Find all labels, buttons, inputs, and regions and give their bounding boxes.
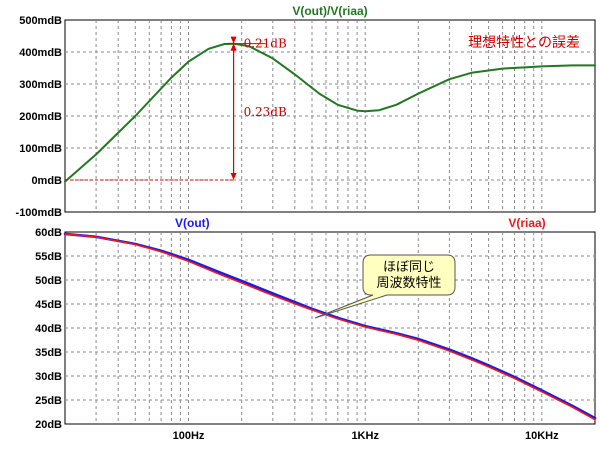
deviation-plot: 500mdB 400mdB 300mdB 200mdB 100mdB 0mdB -100md…	[16, 4, 596, 219]
y-tick-label: 35dB	[35, 347, 62, 359]
error-note: 理想特性との誤差	[468, 35, 580, 51]
legend-vriaa: V(riaa)	[508, 216, 545, 230]
upper-gap-arrowhead-bottom	[230, 36, 237, 44]
y-tick-label: 50dB	[35, 275, 62, 287]
callout-text-line: ほぼ同じ	[383, 260, 435, 275]
y-tick-label: 400mdB	[19, 47, 62, 59]
x-tick-label: 10KHz	[525, 430, 559, 442]
y-tick-label: 500mdB	[19, 15, 62, 27]
callout-bubble	[314, 254, 456, 319]
y-tick-label: 200mdB	[19, 111, 62, 123]
legend-vout: V(out)	[175, 216, 210, 230]
series-line-1	[64, 42, 596, 183]
lower-gap-arrowhead-bottom	[230, 173, 237, 180]
y-tick-label: 45dB	[35, 299, 62, 311]
y-tick-label: 300mdB	[19, 79, 62, 91]
y-tick-label: -100mdB	[16, 207, 63, 219]
callout-text-line: 周波数特性	[376, 276, 441, 291]
y-tick-label: 60dB	[35, 227, 62, 239]
frequency-response-plot: 60dB 55dB 50dB 45dB 40dB 35dB 30dB 25dB 20dB 100H…	[35, 216, 597, 442]
y-tick-label: 20dB	[35, 419, 62, 431]
series-line-2	[64, 233, 596, 421]
lower-gap-label: 0.23dB	[244, 105, 287, 119]
y-tick-label: 0mdB	[31, 175, 62, 187]
x-tick-label: 1KHz	[351, 430, 379, 442]
plot-title: V(out)/V(riaa)	[292, 4, 367, 18]
lower-gap-arrowhead-top	[230, 43, 237, 51]
x-tick-label: 100Hz	[173, 430, 205, 442]
y-tick-label: 100mdB	[19, 143, 62, 155]
series-line-1	[63, 232, 597, 420]
y-tick-label: 55dB	[35, 251, 62, 263]
y-tick-label: 40dB	[35, 323, 62, 335]
y-tick-label: 30dB	[35, 371, 62, 383]
y-tick-label: 25dB	[35, 395, 62, 407]
upper-gap-label: 0.21dB	[244, 37, 287, 51]
